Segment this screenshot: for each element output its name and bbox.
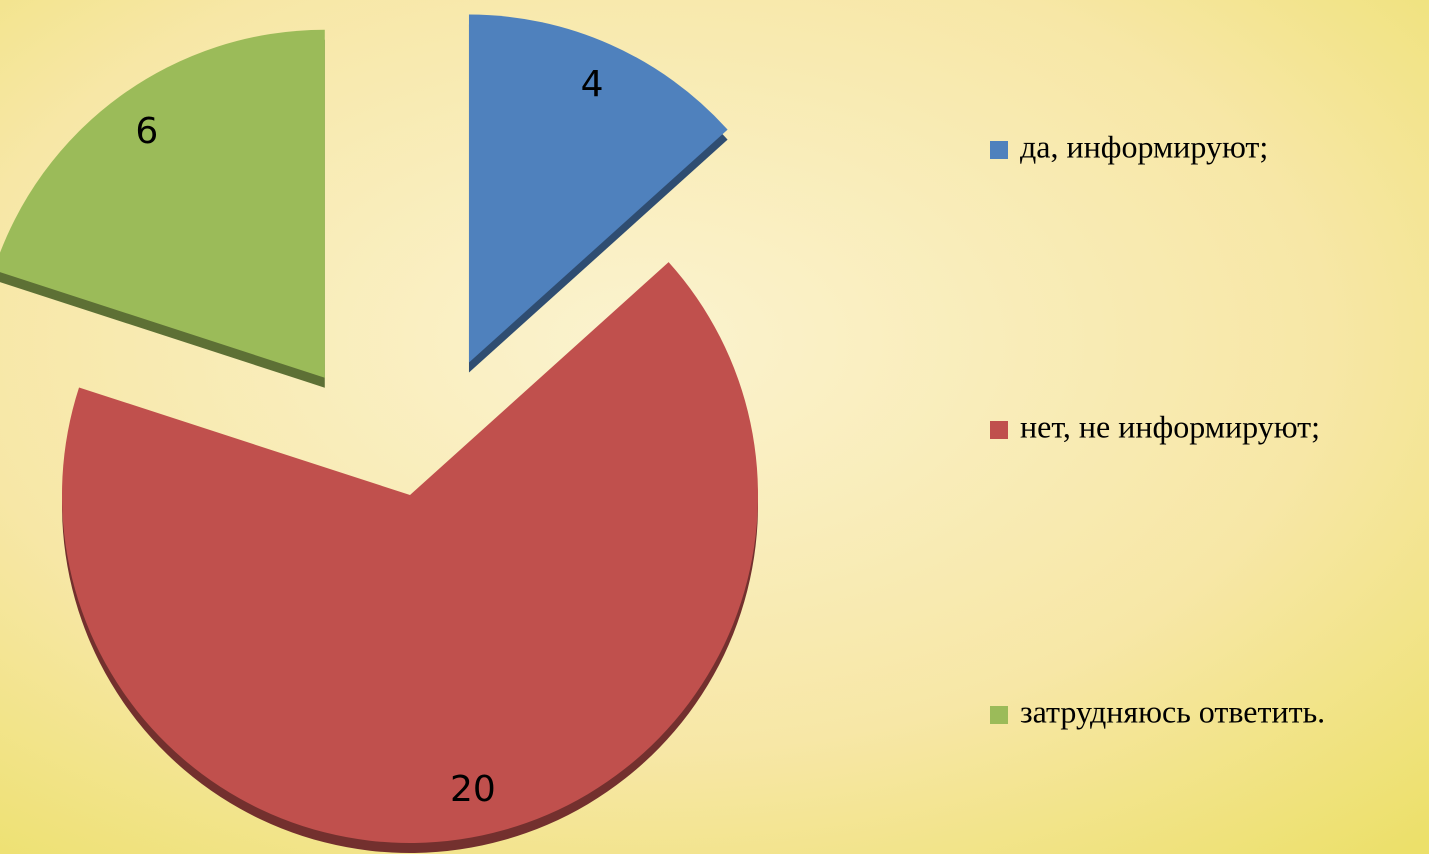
chart: 4 20 6 да, информируют; нет, не информируют…: [0, 0, 1429, 854]
page: 4 20 6 да, информируют; нет, не информируют…: [0, 0, 1429, 854]
legend-label: затрудняюсь ответить.: [1020, 693, 1325, 729]
legend-swatch: [990, 141, 1008, 159]
legend-label: нет, не информируют;: [1020, 408, 1320, 444]
data-label: 6: [135, 111, 158, 152]
data-label: 4: [581, 64, 604, 105]
legend-label: да, информируют;: [1020, 128, 1268, 164]
legend-swatch: [990, 421, 1008, 439]
data-label: 20: [450, 769, 496, 810]
legend-swatch: [990, 706, 1008, 724]
